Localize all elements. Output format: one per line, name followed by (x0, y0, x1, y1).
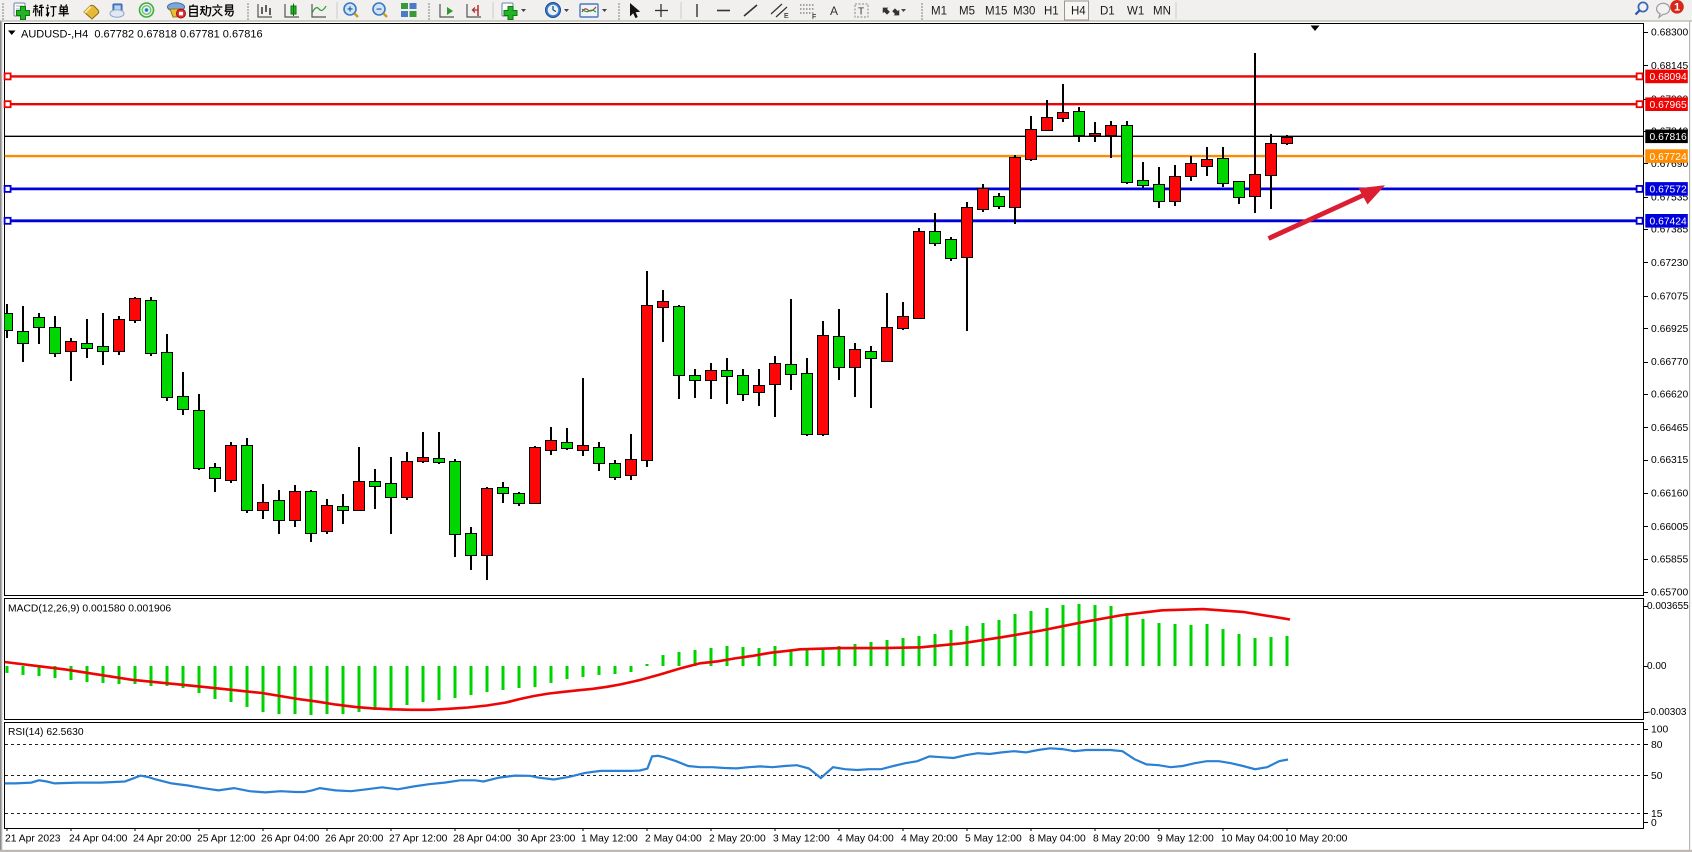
svg-text:0.67535: 0.67535 (1651, 192, 1688, 203)
svg-text:0.66465: 0.66465 (1651, 423, 1688, 434)
svg-text:0.003655: 0.003655 (1647, 601, 1689, 612)
svg-text:80: 80 (1651, 740, 1663, 751)
svg-text:2 May 20:00: 2 May 20:00 (709, 834, 766, 845)
svg-text:AUDUSD-,H4 0.67782 0.67818 0.: AUDUSD-,H4 0.67782 0.67818 0.67781 0.678… (21, 29, 263, 41)
svg-text:28 Apr 04:00: 28 Apr 04:00 (453, 834, 512, 845)
svg-text:0.66925: 0.66925 (1651, 324, 1688, 335)
svg-text:0.68094: 0.68094 (1650, 72, 1687, 83)
svg-text:E: E (784, 13, 789, 20)
svg-text:M1: M1 (931, 6, 947, 18)
svg-text:4 May 20:00: 4 May 20:00 (901, 834, 958, 845)
svg-text:26 Apr 04:00: 26 Apr 04:00 (261, 834, 320, 845)
svg-text:3 May 12:00: 3 May 12:00 (773, 834, 830, 845)
svg-text:T: T (858, 7, 864, 18)
svg-text:26 Apr 20:00: 26 Apr 20:00 (325, 834, 384, 845)
svg-text:D1: D1 (1100, 6, 1115, 18)
svg-text:F: F (812, 14, 816, 21)
svg-text:10 May 20:00: 10 May 20:00 (1285, 834, 1348, 845)
svg-text:9 May 12:00: 9 May 12:00 (1157, 834, 1214, 845)
svg-text:MN: MN (1153, 6, 1171, 18)
svg-text:0.67816: 0.67816 (1650, 132, 1687, 143)
svg-text:100: 100 (1651, 725, 1668, 736)
svg-text:0.67424: 0.67424 (1650, 217, 1687, 228)
svg-text:0.67572: 0.67572 (1650, 185, 1687, 196)
svg-text:0.66770: 0.66770 (1651, 357, 1688, 368)
svg-text:RSI(14) 62.5630: RSI(14) 62.5630 (8, 727, 84, 738)
svg-text:0.68300: 0.68300 (1651, 28, 1688, 39)
svg-text:+: + (347, 5, 353, 16)
svg-text:25 Apr 12:00: 25 Apr 12:00 (197, 834, 256, 845)
svg-text:30 Apr 23:00: 30 Apr 23:00 (517, 834, 576, 845)
svg-text:50: 50 (1651, 771, 1663, 782)
svg-text:-0.00303: -0.00303 (1647, 707, 1687, 718)
svg-text:A: A (830, 4, 838, 18)
svg-text:0.67724: 0.67724 (1650, 152, 1687, 163)
svg-text:21 Apr 2023: 21 Apr 2023 (5, 834, 61, 845)
svg-text:0.66160: 0.66160 (1651, 489, 1688, 500)
svg-text:0.67690: 0.67690 (1651, 159, 1688, 170)
svg-text:0.65700: 0.65700 (1651, 588, 1688, 599)
svg-text:0.67385: 0.67385 (1651, 225, 1688, 236)
svg-text:24 Apr 04:00: 24 Apr 04:00 (69, 834, 128, 845)
svg-text:1: 1 (1674, 2, 1680, 14)
svg-text:0.67075: 0.67075 (1651, 292, 1688, 303)
svg-text:MACD(12,26,9) 0.001580 0.00190: MACD(12,26,9) 0.001580 0.001906 (8, 604, 171, 615)
svg-text:M15: M15 (985, 6, 1007, 18)
svg-text:M30: M30 (1013, 6, 1035, 18)
svg-text:27 Apr 12:00: 27 Apr 12:00 (389, 834, 448, 845)
svg-text:H1: H1 (1044, 6, 1059, 18)
svg-text:0.66315: 0.66315 (1651, 455, 1688, 466)
svg-text:0.68145: 0.68145 (1651, 61, 1688, 72)
svg-text:15: 15 (1651, 809, 1663, 820)
svg-text:0.65855: 0.65855 (1651, 554, 1688, 565)
svg-text:24 Apr 20:00: 24 Apr 20:00 (133, 834, 192, 845)
svg-text:H4: H4 (1071, 6, 1086, 18)
svg-text:0: 0 (1651, 818, 1657, 829)
svg-text:0.67965: 0.67965 (1650, 100, 1687, 111)
svg-text:1 May 12:00: 1 May 12:00 (581, 834, 638, 845)
svg-text:W1: W1 (1127, 6, 1144, 18)
svg-text:5 May 12:00: 5 May 12:00 (965, 834, 1022, 845)
svg-text:0.66620: 0.66620 (1651, 390, 1688, 401)
svg-text:8 May 20:00: 8 May 20:00 (1093, 834, 1150, 845)
svg-text:0.66005: 0.66005 (1651, 522, 1688, 533)
svg-text:−: − (376, 5, 382, 16)
svg-text:M5: M5 (959, 6, 975, 18)
svg-text:2 May 04:00: 2 May 04:00 (645, 834, 702, 845)
svg-text:4 May 04:00: 4 May 04:00 (837, 834, 894, 845)
svg-text:0.00: 0.00 (1647, 661, 1667, 672)
svg-text:0.67230: 0.67230 (1651, 258, 1688, 269)
svg-text:8 May 04:00: 8 May 04:00 (1029, 834, 1086, 845)
svg-text:10 May 04:00: 10 May 04:00 (1221, 834, 1284, 845)
